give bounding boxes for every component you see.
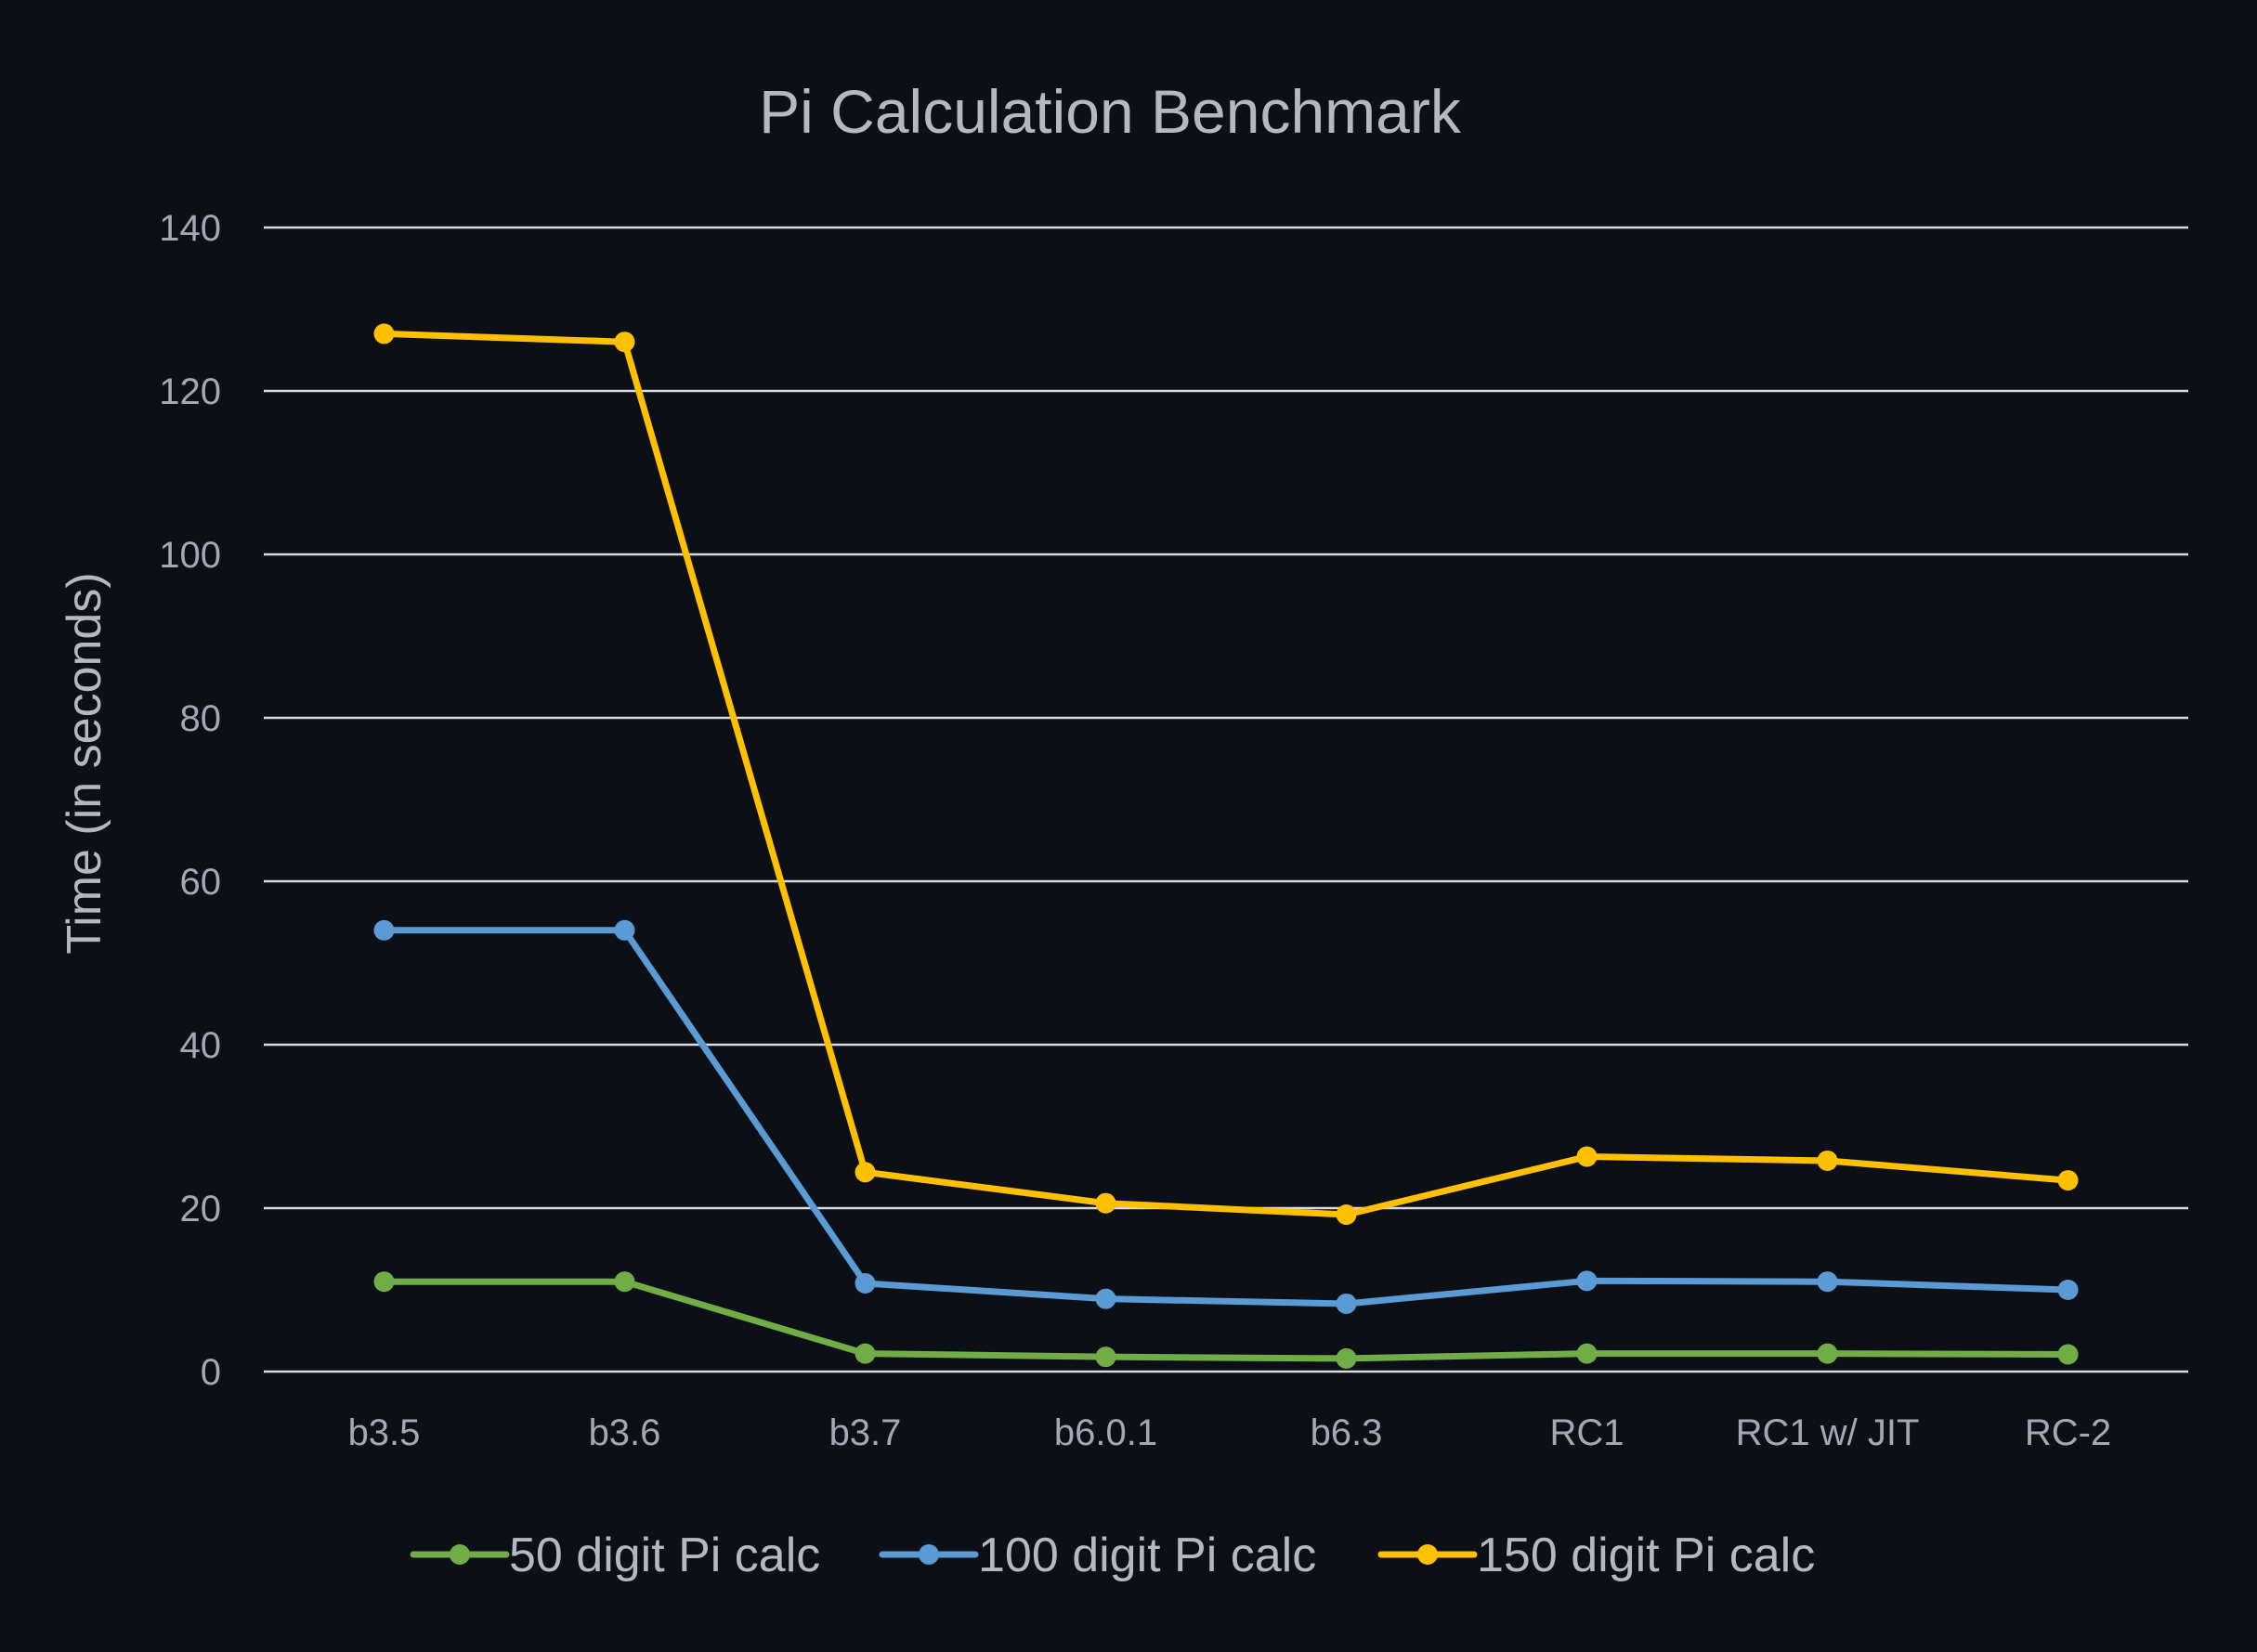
x-tick-label: b3.7 xyxy=(829,1412,902,1453)
y-tick-label: 20 xyxy=(180,1189,222,1229)
y-axis-ticks: 0 20 40 60 80 100 120 140 xyxy=(159,208,221,1393)
data-point xyxy=(373,1271,395,1293)
data-point xyxy=(373,323,395,345)
data-point xyxy=(1576,1343,1598,1364)
x-tick-label: b3.6 xyxy=(589,1412,661,1453)
y-tick-label: 40 xyxy=(180,1025,222,1066)
data-point xyxy=(1817,1343,1838,1364)
data-point xyxy=(1336,1347,1357,1369)
data-point xyxy=(1095,1192,1116,1214)
legend-swatch-marker xyxy=(919,1544,939,1565)
x-tick-label: RC1 w/ JIT xyxy=(1736,1412,1920,1453)
legend-item: 150 digit Pi calc xyxy=(1377,1528,1815,1582)
data-point xyxy=(614,919,635,941)
data-point xyxy=(855,1343,876,1364)
legend-swatch-marker xyxy=(1417,1544,1438,1565)
data-point xyxy=(2057,1344,2079,1365)
x-tick-label: RC-2 xyxy=(2025,1412,2111,1453)
y-tick-label: 0 xyxy=(201,1352,221,1393)
legend-label: 100 digit Pi calc xyxy=(978,1528,1316,1582)
legend: 50 digit Pi calc 100 digit Pi calc 150 dig… xyxy=(410,1528,1815,1582)
legend-item: 50 digit Pi calc xyxy=(410,1528,820,1582)
data-point xyxy=(373,919,395,941)
y-tick-label: 60 xyxy=(180,862,222,903)
y-tick-label: 100 xyxy=(159,535,221,576)
gridlines xyxy=(264,226,2188,1373)
data-point xyxy=(2057,1170,2079,1191)
legend-swatch-marker xyxy=(450,1544,470,1565)
series-3 xyxy=(373,323,2079,1226)
data-point xyxy=(1095,1288,1116,1309)
data-point xyxy=(855,1272,876,1294)
x-tick-label: b6.0.1 xyxy=(1054,1412,1157,1453)
x-tick-label: b6.3 xyxy=(1311,1412,1383,1453)
y-tick-label: 120 xyxy=(159,371,221,412)
data-point xyxy=(1095,1346,1116,1368)
data-point xyxy=(855,1162,876,1183)
data-point xyxy=(1336,1293,1357,1314)
data-point xyxy=(2057,1280,2079,1300)
y-tick-label: 140 xyxy=(159,208,221,249)
x-axis-ticks: b3.5 b3.6 b3.7 b6.0.1 b6.3 RC1 RC1 w/ JIT RC-2 xyxy=(348,1412,2112,1453)
x-tick-label: b3.5 xyxy=(348,1412,421,1453)
chart-title: Pi Calculation Benchmark xyxy=(759,77,1462,146)
x-tick-label: RC1 xyxy=(1549,1412,1624,1453)
data-point xyxy=(1817,1271,1838,1293)
data-point xyxy=(614,1271,635,1293)
series-1 xyxy=(373,1271,2079,1369)
data-point xyxy=(614,332,635,353)
legend-item: 100 digit Pi calc xyxy=(879,1528,1316,1582)
legend-label: 50 digit Pi calc xyxy=(509,1528,820,1582)
data-point xyxy=(1336,1204,1357,1226)
y-axis-label: Time (in seconds) xyxy=(58,572,111,954)
data-point xyxy=(1817,1150,1838,1171)
data-point xyxy=(1576,1270,1598,1292)
y-tick-label: 80 xyxy=(180,698,222,739)
series-line xyxy=(381,927,2071,1307)
legend-label: 150 digit Pi calc xyxy=(1477,1528,1815,1582)
series-line xyxy=(381,330,2071,1218)
series-layer xyxy=(373,323,2079,1369)
series-line xyxy=(381,1278,2071,1362)
series-2 xyxy=(373,919,2079,1314)
data-point xyxy=(1576,1146,1598,1167)
